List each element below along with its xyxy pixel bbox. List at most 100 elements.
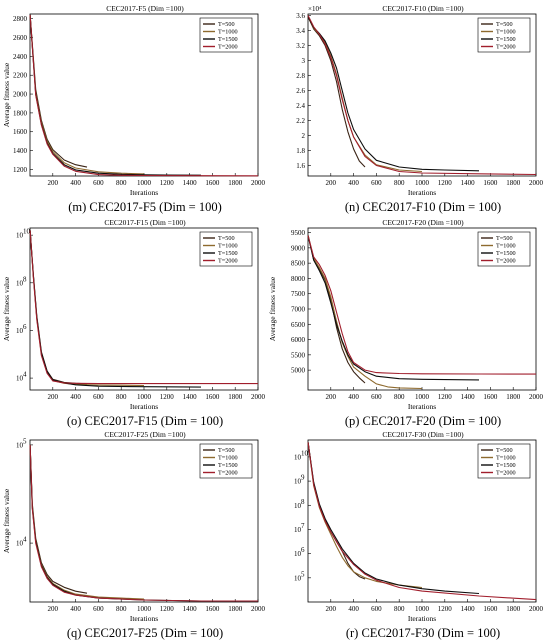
y-tick-label: 3.4 <box>296 27 305 35</box>
series-line-t1000 <box>307 442 423 589</box>
legend-label: T=1000 <box>218 243 238 250</box>
y-tick-exponent: 6 <box>301 546 305 554</box>
y-tick-exponent: 8 <box>301 498 305 506</box>
y-tick-label: 5500 <box>291 351 306 359</box>
y-tick-label: 2400 <box>13 53 28 61</box>
x-tick-label: 1200 <box>438 605 453 613</box>
x-tick-label: 200 <box>326 605 337 613</box>
legend-label: T=1000 <box>218 29 238 36</box>
series-line-t500 <box>29 444 88 594</box>
series-line-t2000 <box>307 442 537 601</box>
panel-r: CEC2017-F30 (Dim =100) 200 400 600 800 1000 1… <box>294 430 544 640</box>
x-tick-label: 1000 <box>137 393 152 401</box>
x-tick-label: 1200 <box>160 605 175 613</box>
x-tick-label: 400 <box>348 179 359 187</box>
legend-label: T=2000 <box>496 258 516 265</box>
series-line-t1000 <box>29 230 145 387</box>
panel-o: CEC2017-F15 (Dim =100) 200 400 600 800 1000 1… <box>2 218 266 428</box>
series-group <box>29 14 259 177</box>
y-axis-label: Average fitness value <box>2 62 11 127</box>
y-tick-label: 10 <box>16 232 24 240</box>
y-tick-label: 10 <box>16 279 24 287</box>
x-tick-label: 800 <box>116 393 127 401</box>
x-tick-label: 800 <box>394 393 405 401</box>
y-tick-label: 3 <box>302 57 306 65</box>
y-tick-exponent: 6 <box>23 323 27 331</box>
y-tick-label: 1.6 <box>296 162 305 170</box>
panel-caption: (o) CEC2017-F15 (Dim = 100) <box>67 414 223 428</box>
y-tick-label: 2800 <box>13 15 28 23</box>
x-axis-label: Iterations <box>408 614 436 623</box>
x-tick-label: 800 <box>116 179 127 187</box>
x-tick-label: 600 <box>93 605 104 613</box>
x-tick-label: 600 <box>371 179 382 187</box>
y-tick-exponent: 7 <box>301 522 305 530</box>
y-tick-label: 9500 <box>291 229 306 237</box>
series-line-t1000 <box>29 444 145 600</box>
x-tick-label: 800 <box>394 179 405 187</box>
legend-label: T=500 <box>218 235 235 242</box>
y-tick-label: 2000 <box>13 91 28 99</box>
y-tick-label: 5000 <box>291 367 306 375</box>
legend-label: T=2000 <box>218 258 238 265</box>
x-tick-label: 1400 <box>183 179 198 187</box>
tick-group: 200 400 600 800 1000 1200 1400 1600 1800 20004105… <box>16 437 266 613</box>
x-tick-label: 2000 <box>529 393 544 401</box>
x-tick-label: 600 <box>93 393 104 401</box>
x-axis-label: Iterations <box>130 402 158 411</box>
x-tick-label: 1800 <box>228 179 243 187</box>
y-tick-label: 1200 <box>13 166 28 174</box>
x-tick-label: 1800 <box>506 605 521 613</box>
x-tick-label: 1000 <box>415 179 430 187</box>
y-tick-exponent: 8 <box>23 275 27 283</box>
series-line-t2000 <box>29 444 258 602</box>
x-tick-label: 1800 <box>228 393 243 401</box>
legend-label: T=1000 <box>496 243 516 250</box>
x-tick-label: 800 <box>394 605 405 613</box>
y-tick-label: 6500 <box>291 321 306 329</box>
tick-group: 200 400 600 800 1000 1200 1400 1600 1800 20005106… <box>294 449 544 613</box>
series-group <box>29 444 258 602</box>
series-line-t2000 <box>307 235 537 375</box>
y-tick-exponent: 4 <box>23 536 27 544</box>
x-tick-label: 1000 <box>137 605 152 613</box>
panel-m: CEC2017-F5 (Dim =100) 200 400 600 800 1000 12… <box>2 4 266 214</box>
y-tick-label: 2.6 <box>296 87 305 95</box>
legend-label: T=1500 <box>496 36 516 43</box>
y-tick-label: 2.2 <box>296 117 305 125</box>
y-tick-exponent: 9 <box>301 474 305 482</box>
x-tick-label: 200 <box>48 393 59 401</box>
y-axis-label: Average fitness value <box>2 488 11 553</box>
y-axis-label: Average fitness value <box>2 276 11 341</box>
x-tick-label: 1600 <box>205 605 220 613</box>
x-tick-label: 600 <box>371 393 382 401</box>
x-tick-label: 400 <box>70 179 81 187</box>
y-tick-label: 2200 <box>13 72 28 80</box>
legend-label: T=500 <box>496 447 513 454</box>
chart-title: CEC2017-F5 (Dim =100) <box>106 4 184 13</box>
y-tick-label: 10 <box>294 550 302 558</box>
y-tick-label: 10 <box>16 375 24 383</box>
chart-title: CEC2017-F25 (Dim =100) <box>104 430 186 439</box>
y-tick-label: 3.2 <box>296 42 305 50</box>
y-tick-label: 1600 <box>13 128 28 136</box>
x-tick-label: 1600 <box>205 393 220 401</box>
y-tick-label: 2 <box>302 132 306 140</box>
legend-label: T=2000 <box>496 44 516 51</box>
x-tick-label: 1400 <box>183 605 198 613</box>
y-tick-exponent: 5 <box>301 570 305 578</box>
y-tick-label: 10 <box>16 540 24 548</box>
x-axis-label: Iterations <box>408 402 436 411</box>
legend-label: T=500 <box>496 21 513 28</box>
y-tick-exponent: 4 <box>23 371 27 379</box>
legend-label: T=2000 <box>218 44 238 51</box>
y-tick-label: 9000 <box>291 244 306 252</box>
y-tick-label: 10 <box>294 574 302 582</box>
series-line-t1500 <box>29 14 202 176</box>
